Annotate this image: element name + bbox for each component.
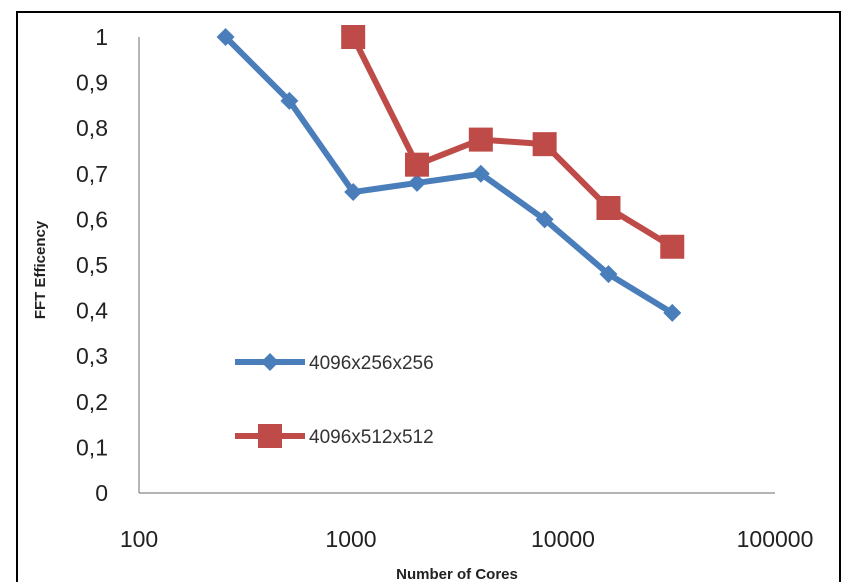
data-point: [532, 132, 557, 157]
y-axis-title: FFT Efficency: [32, 220, 49, 319]
data-point: [280, 91, 299, 110]
y-tick-label: 0,3: [76, 343, 108, 369]
x-tick-label: 10000: [531, 526, 595, 552]
x-tick-label: 100000: [737, 526, 814, 552]
data-point: [663, 303, 682, 322]
data-point: [596, 196, 621, 220]
legend-label: 4096x256x256: [309, 353, 434, 374]
data-point: [535, 210, 554, 229]
series-line: [350, 34, 676, 250]
data-point: [341, 25, 366, 49]
y-tick-label: 0,4: [76, 298, 108, 324]
data-point: [344, 183, 363, 202]
x-tick-label: 100: [120, 526, 158, 552]
legend: 4096x256x256 4096x512x512: [235, 353, 434, 448]
x-tick-labels: 100 1000 10000 100000: [120, 526, 814, 552]
x-tick-label: 1000: [325, 526, 376, 552]
data-point: [660, 234, 685, 259]
y-tick-label: 0,6: [76, 206, 108, 232]
chart-border: [16, 11, 841, 587]
y-tick-labels: 0 0,1 0,2 0,3 0,4 0,5 0,6 0,7 0,8 0,9 1: [76, 24, 108, 506]
data-point: [405, 152, 430, 177]
y-tick-label: 0,7: [76, 161, 108, 187]
y-tick-label: 0,2: [76, 389, 108, 415]
legend-item: 4096x256x256: [235, 353, 434, 374]
legend-swatch-marker: [261, 353, 279, 371]
data-point: [408, 173, 427, 192]
legend-item: 4096x512x512: [235, 424, 434, 448]
y-tick-label: 1: [95, 24, 108, 50]
legend-label: 4096x512x512: [309, 427, 434, 448]
x-axis-title: Number of Cores: [396, 566, 518, 582]
y-tick-label: 0,9: [76, 70, 108, 96]
series-2: [341, 25, 685, 259]
data-point: [599, 265, 618, 284]
data-point: [468, 127, 493, 152]
y-tick-label: 0,8: [76, 115, 108, 141]
series-layer: [216, 25, 685, 322]
series-1: [216, 28, 682, 322]
data-point: [216, 28, 235, 46]
legend-swatch-marker: [258, 424, 282, 448]
axes: [138, 37, 775, 494]
data-point: [471, 164, 490, 183]
y-tick-label: 0,5: [76, 252, 108, 278]
series-line: [222, 34, 676, 316]
y-tick-label: 0: [95, 480, 108, 506]
y-tick-label: 0,1: [76, 434, 108, 460]
